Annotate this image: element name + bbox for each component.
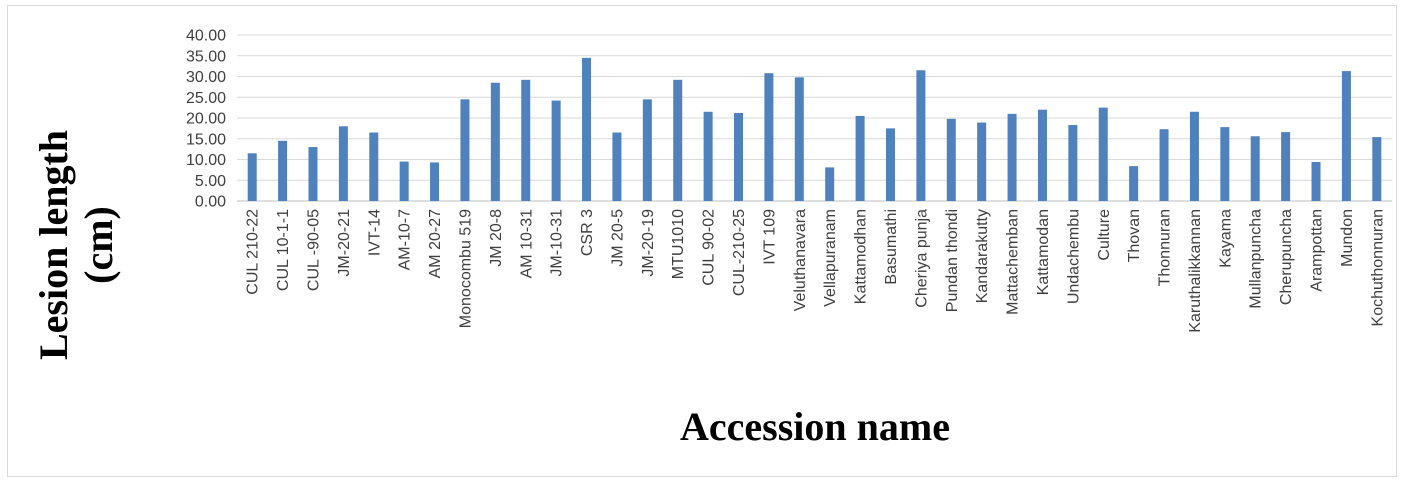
x-tick-label: Vellapuranam	[822, 209, 839, 307]
x-tick-label: AM 20-27	[427, 209, 444, 278]
bar	[1068, 125, 1078, 201]
bar	[1281, 132, 1291, 201]
y-tick-label: 5.00	[195, 173, 226, 190]
bar	[430, 162, 440, 201]
x-tick-labels: CUL 210-22 CUL 10-1-1 CUL -90-05 JM-20-21 IV…	[245, 209, 1387, 333]
x-tick-label: Mullanpuncha	[1248, 209, 1265, 309]
bar	[460, 99, 470, 201]
gridlines	[237, 34, 1392, 202]
bar	[794, 77, 804, 201]
bar	[582, 57, 592, 202]
bar	[1098, 107, 1108, 201]
x-tick-label: JM-20-19	[640, 209, 657, 277]
x-tick-label: Veluthanavara	[792, 209, 809, 311]
x-tick-label: Cherupuncha	[1278, 209, 1295, 305]
x-tick-label: CUL 10-1-1	[275, 209, 292, 291]
x-tick-label: Mattachemban	[1005, 209, 1022, 315]
bar	[1250, 136, 1260, 201]
bar	[1159, 129, 1169, 201]
x-tick-label: CUL 210-22	[245, 209, 262, 295]
x-tick-label: CSR 3	[579, 209, 596, 256]
x-tick-label: Kattamodhan	[853, 209, 870, 304]
x-tick-label: Kandarakutty	[974, 209, 991, 303]
x-tick-label: Kochuthonnuran	[1369, 209, 1386, 326]
x-tick-label: JM-20-21	[336, 209, 353, 277]
chart-frame	[7, 5, 1397, 477]
bar	[734, 113, 744, 201]
x-tick-label: Mundon	[1339, 209, 1356, 267]
y-axis-title-line: Lesion length	[31, 130, 76, 360]
bar	[369, 132, 379, 201]
bar	[278, 140, 288, 201]
bar	[1311, 161, 1321, 201]
bar	[338, 126, 348, 201]
y-tick-label: 15.00	[186, 131, 226, 148]
x-tick-label: Kattamodan	[1035, 209, 1052, 295]
y-axis-title-line: (cm)	[76, 206, 121, 284]
x-tick-label: Kayama	[1217, 209, 1234, 268]
x-tick-label: MTU1010	[670, 209, 687, 279]
bar	[977, 122, 987, 201]
x-tick-label: AM 10-31	[518, 209, 535, 278]
x-tick-label: CUL 90-02	[701, 209, 718, 286]
y-tick-label: 35.00	[186, 48, 226, 65]
y-tick-label: 20.00	[186, 111, 226, 128]
bar	[521, 79, 531, 201]
bar	[308, 147, 318, 201]
x-tick-label: Karuthalikkannan	[1187, 209, 1204, 333]
x-tick-label: Thovan	[1126, 209, 1143, 262]
y-tick-label: 10.00	[186, 152, 226, 169]
y-tick-label: 40.00	[186, 28, 226, 45]
bar	[764, 73, 774, 201]
bar	[399, 161, 409, 201]
y-tick-label: 25.00	[186, 90, 226, 107]
x-axis-title: Accession name	[680, 404, 950, 449]
bar	[1341, 71, 1351, 201]
x-tick-label: Basumathi	[883, 209, 900, 285]
bar	[946, 118, 956, 201]
bars	[247, 57, 1382, 202]
x-tick-label: Arampottan	[1309, 209, 1326, 292]
x-tick-label: Thonnuran	[1157, 209, 1174, 286]
bar	[551, 100, 561, 201]
y-tick-label: 0.00	[195, 194, 226, 211]
bar	[1189, 111, 1199, 201]
x-tick-label: AM-10-7	[397, 209, 414, 270]
bar	[1220, 127, 1230, 201]
x-tick-label: IVT-14	[366, 209, 383, 256]
y-tick-labels: 0.00 5.00 10.00 15.00 20.00 25.00 30.00 35.00 40…	[186, 28, 226, 211]
bar	[1129, 166, 1139, 201]
bar	[673, 79, 683, 201]
x-tick-label: Cheriya punja	[913, 209, 930, 308]
bar	[642, 99, 652, 201]
y-tick-label: 30.00	[186, 69, 226, 86]
x-tick-label: CUL -90-05	[305, 209, 322, 291]
bar	[1037, 109, 1047, 201]
bar	[885, 128, 895, 201]
x-tick-label: Pundan thondi	[944, 209, 961, 312]
x-tick-label: Undachembu	[1065, 209, 1082, 304]
bar	[855, 115, 865, 201]
bar	[825, 167, 835, 201]
bar	[490, 82, 500, 201]
bar	[1372, 137, 1382, 201]
x-tick-label: CUL-210-25	[731, 209, 748, 296]
x-tick-label: IVT 109	[761, 209, 778, 265]
bar	[247, 153, 257, 201]
bar	[916, 70, 926, 202]
y-axis-title: Lesion length (cm)	[31, 130, 121, 360]
x-tick-label: Monocombu 519	[457, 209, 474, 328]
x-tick-label: Culture	[1096, 209, 1113, 261]
x-tick-label: JM 20-8	[488, 209, 505, 267]
bar	[612, 132, 622, 201]
bar	[703, 111, 713, 201]
x-tick-label: JM-10-31	[549, 209, 566, 277]
bar	[1007, 113, 1017, 201]
x-tick-label: JM 20-5	[609, 209, 626, 267]
